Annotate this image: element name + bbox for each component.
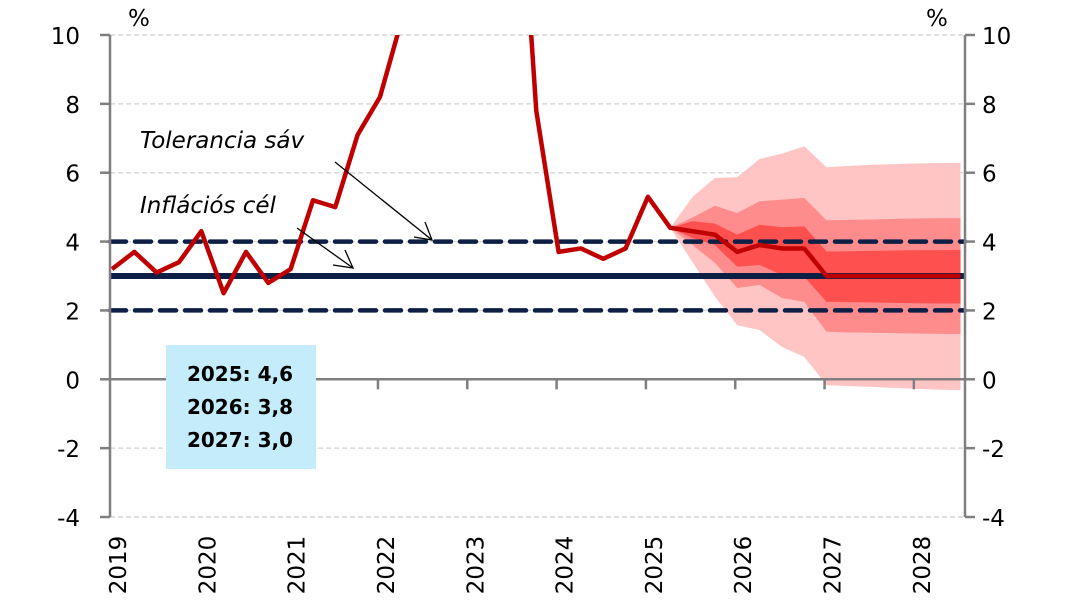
fan-chart-bands — [670, 146, 961, 391]
inflation-line — [110, 35, 961, 296]
x-tick-label: 2027 — [821, 536, 847, 595]
right-y-tick-label: -4 — [982, 506, 1005, 532]
x-tick-label: 2028 — [910, 536, 936, 595]
right-y-tick-label: 10 — [982, 24, 1011, 50]
x-tick-label: 2022 — [374, 536, 400, 595]
x-tick-label: 2026 — [731, 536, 757, 595]
tick-labels: -4 -4 -2 -2 0 0 2 2 4 4 6 6 8 8 10 10 2019 2020 2021 2022 20… — [51, 24, 1012, 594]
inflation-target-label: Inflációs cél — [140, 193, 277, 219]
right-y-tick-label: 2 — [982, 299, 997, 325]
forecast-box: 2025: 4,6 2026: 3,8 2027: 3,0 — [166, 345, 316, 469]
x-tick-label: 2021 — [285, 536, 311, 595]
right-y-tick-label: 6 — [982, 162, 997, 188]
right-axis-unit: % — [926, 6, 948, 32]
left-y-tick-label: 0 — [65, 368, 80, 394]
target-arrow — [296, 227, 355, 269]
left-y-tick-label: 4 — [65, 231, 80, 257]
left-y-tick-label: 6 — [65, 162, 80, 188]
left-axis-unit: % — [128, 6, 150, 32]
forecast-2025: 2025: 4,6 — [187, 362, 293, 386]
x-tick-label: 2025 — [642, 536, 668, 595]
forecast-2027: 2027: 3,0 — [187, 428, 293, 452]
x-tick-label: 2023 — [463, 536, 489, 595]
left-y-tick-label: -2 — [57, 437, 80, 463]
x-tick-label: 2019 — [106, 536, 132, 595]
left-y-tick-label: 2 — [65, 299, 80, 325]
right-y-tick-label: 0 — [982, 368, 997, 394]
forecast-2026: 2026: 3,8 — [187, 395, 293, 419]
x-tick-label: 2020 — [195, 536, 221, 595]
right-y-tick-label: -2 — [982, 437, 1005, 463]
inflation-series — [110, 35, 961, 296]
x-tick-label: 2024 — [553, 536, 579, 595]
left-y-tick-label: 10 — [51, 24, 80, 50]
left-y-tick-label: 8 — [65, 93, 80, 119]
reference-lines — [107, 239, 968, 313]
tolerance-arrow — [334, 161, 434, 241]
right-y-tick-label: 8 — [982, 93, 997, 119]
left-y-tick-label: -4 — [57, 506, 80, 532]
right-y-tick-label: 4 — [982, 231, 997, 257]
tolerance-band-label: Tolerancia sáv — [140, 128, 304, 154]
